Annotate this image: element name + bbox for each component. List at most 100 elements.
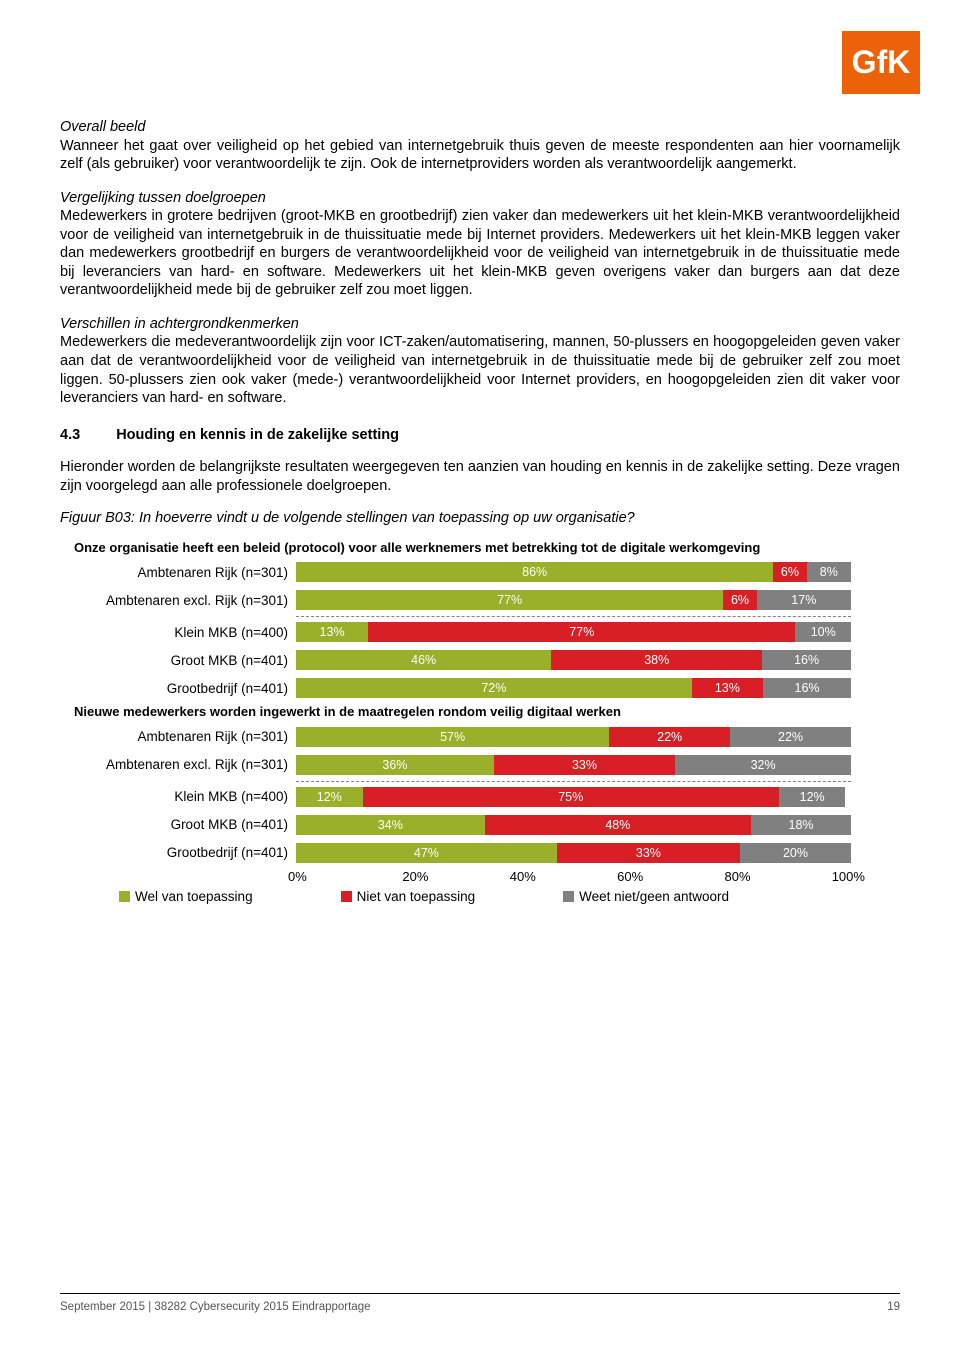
bar-segment: 33%: [557, 843, 740, 863]
chart-row: Groot MKB (n=401)46%38%16%: [74, 648, 886, 672]
heading-overall: Overall beeld: [60, 119, 145, 135]
legend-swatch: [119, 891, 130, 902]
bar-segment: 16%: [763, 678, 851, 698]
bar: 77%6%17%: [296, 590, 851, 610]
row-label: Ambtenaren excl. Rijk (n=301): [74, 592, 296, 609]
para-overall: Wanneer het gaat over veiligheid op het …: [60, 138, 900, 173]
bar-segment: 48%: [485, 815, 751, 835]
chart-row: Klein MKB (n=400)12%75%12%: [74, 785, 886, 809]
footer-left: September 2015 | 38282 Cybersecurity 201…: [60, 1300, 371, 1315]
vergelijking-block: Vergelijking tussen doelgroepen Medewerk…: [60, 189, 900, 300]
bar: 47%33%20%: [296, 843, 851, 863]
row-label: Grootbedrijf (n=401): [74, 844, 296, 861]
bar-segment: 16%: [762, 650, 851, 670]
para-verschillen: Medewerkers die medeverantwoordelijk zij…: [60, 334, 900, 406]
bar-segment: 72%: [296, 678, 692, 698]
legend-item: Weet niet/geen antwoord: [563, 888, 729, 905]
chart-row: Ambtenaren excl. Rijk (n=301)36%33%32%: [74, 753, 886, 777]
legend-label: Niet van toepassing: [357, 888, 476, 905]
section-number: 4.3: [60, 427, 80, 443]
row-label: Grootbedrijf (n=401): [74, 680, 296, 697]
bar: 72%13%16%: [296, 678, 851, 698]
bar-segment: 77%: [368, 622, 795, 642]
chart-row: Grootbedrijf (n=401)47%33%20%: [74, 841, 886, 865]
chart-group-title: Onze organisatie heeft een beleid (proto…: [74, 540, 886, 557]
bar-segment: 22%: [609, 727, 730, 747]
section-heading: 4.3 Houding en kennis in de zakelijke se…: [60, 426, 900, 445]
axis-tick: 80%: [718, 869, 758, 886]
bar-segment: 20%: [740, 843, 851, 863]
axis-tick: 40%: [503, 869, 543, 886]
bar-segment: 32%: [675, 755, 851, 775]
legend-label: Weet niet/geen antwoord: [579, 888, 729, 905]
row-label: Ambtenaren Rijk (n=301): [74, 728, 296, 745]
logo-text: GfK: [842, 31, 920, 94]
verschillen-block: Verschillen in achtergrondkenmerken Mede…: [60, 315, 900, 408]
bar-segment: 8%: [807, 562, 851, 582]
heading-vergelijking: Vergelijking tussen doelgroepen: [60, 190, 266, 206]
chart-row: Ambtenaren excl. Rijk (n=301)77%6%17%: [74, 588, 886, 612]
row-label: Groot MKB (n=401): [74, 652, 296, 669]
overall-block: Overall beeld Wanneer het gaat over veil…: [60, 118, 900, 174]
footer-right: 19: [887, 1300, 900, 1315]
bar-segment: 18%: [751, 815, 851, 835]
bar: 13%77%10%: [296, 622, 851, 642]
page-footer: September 2015 | 38282 Cybersecurity 201…: [60, 1293, 900, 1315]
axis-tick: 60%: [610, 869, 650, 886]
bar-segment: 12%: [296, 787, 363, 807]
bar: 57%22%22%: [296, 727, 851, 747]
row-label: Groot MKB (n=401): [74, 816, 296, 833]
bar-segment: 33%: [494, 755, 675, 775]
section-title: Houding en kennis in de zakelijke settin…: [116, 427, 399, 443]
heading-verschillen: Verschillen in achtergrondkenmerken: [60, 316, 299, 332]
chart-row: Ambtenaren Rijk (n=301)86%6%8%: [74, 560, 886, 584]
axis-tick: 20%: [395, 869, 435, 886]
legend-item: Niet van toepassing: [341, 888, 476, 905]
chart-row: Ambtenaren Rijk (n=301)57%22%22%: [74, 725, 886, 749]
row-label: Klein MKB (n=400): [74, 788, 296, 805]
bar-segment: 57%: [296, 727, 609, 747]
bar-segment: 38%: [551, 650, 762, 670]
para-vergelijking: Medewerkers in grotere bedrijven (groot-…: [60, 208, 900, 298]
chart-group-title: Nieuwe medewerkers worden ingewerkt in d…: [74, 704, 886, 721]
bar-segment: 47%: [296, 843, 557, 863]
section-intro: Hieronder worden de belangrijkste result…: [60, 458, 900, 495]
row-label: Ambtenaren Rijk (n=301): [74, 564, 296, 581]
bar-segment: 86%: [296, 562, 773, 582]
bar-segment: 13%: [296, 622, 368, 642]
bar-segment: 36%: [296, 755, 494, 775]
bar-segment: 13%: [692, 678, 763, 698]
bar: 46%38%16%: [296, 650, 851, 670]
chart-row: Groot MKB (n=401)34%48%18%: [74, 813, 886, 837]
bar: 34%48%18%: [296, 815, 851, 835]
page-content: Overall beeld Wanneer het gaat over veil…: [0, 0, 960, 905]
legend-item: Wel van toepassing: [119, 888, 253, 905]
figure-caption: Figuur B03: In hoeverre vindt u de volge…: [60, 509, 900, 528]
bar-segment: 17%: [757, 590, 851, 610]
legend: Wel van toepassing Niet van toepassing Wee…: [74, 888, 886, 905]
row-label: Klein MKB (n=400): [74, 624, 296, 641]
legend-swatch: [341, 891, 352, 902]
chart-row: Grootbedrijf (n=401)72%13%16%: [74, 676, 886, 700]
bar-segment: 6%: [773, 562, 806, 582]
chart-row: Klein MKB (n=400)13%77%10%: [74, 620, 886, 644]
stacked-bar-chart: Onze organisatie heeft een beleid (proto…: [74, 540, 886, 905]
bar-segment: 46%: [296, 650, 551, 670]
axis-tick: 100%: [825, 869, 865, 886]
row-label: Ambtenaren excl. Rijk (n=301): [74, 756, 296, 773]
bar-segment: 22%: [730, 727, 851, 747]
bar-segment: 34%: [296, 815, 485, 835]
bar-segment: 6%: [723, 590, 756, 610]
axis-tick: 0%: [288, 869, 328, 886]
gfk-logo: GfK: [842, 16, 920, 94]
bar: 12%75%12%: [296, 787, 851, 807]
bar: 86%6%8%: [296, 562, 851, 582]
x-axis: 0% 20% 40% 60% 80% 100%: [74, 869, 886, 886]
legend-swatch: [563, 891, 574, 902]
bar-segment: 75%: [363, 787, 779, 807]
bar: 36%33%32%: [296, 755, 851, 775]
legend-label: Wel van toepassing: [135, 888, 253, 905]
bar-segment: 77%: [296, 590, 723, 610]
bar-segment: 10%: [795, 622, 851, 642]
bar-segment: 12%: [779, 787, 846, 807]
